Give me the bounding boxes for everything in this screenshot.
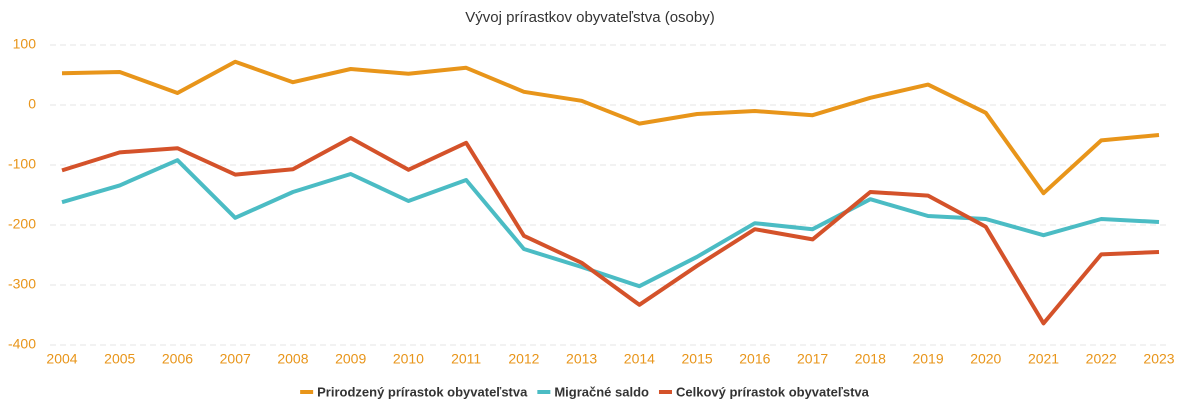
x-tick-label: 2018 [855, 351, 886, 367]
y-tick-label: 0 [28, 96, 36, 112]
x-tick-label: 2020 [970, 351, 1001, 367]
chart-title: Vývoj prírastkov obyvateľstva (osoby) [465, 9, 714, 26]
series-line [61, 59, 1160, 196]
x-tick-label: 2005 [104, 351, 135, 367]
y-tick-label: -200 [8, 216, 36, 232]
x-tick-label: 2022 [1086, 351, 1117, 367]
x-tick-label: 2009 [335, 351, 366, 367]
x-tick-label: 2013 [566, 351, 597, 367]
legend-label: Migračné saldo [554, 384, 649, 399]
legend-label: Prirodzený prírastok obyvateľstva [317, 384, 528, 399]
x-tick-label: 2007 [220, 351, 251, 367]
legend-swatch [537, 390, 551, 394]
legend: Prirodzený prírastok obyvateľstva Migračn… [300, 384, 870, 399]
legend-swatch [300, 390, 314, 394]
y-tick-label: -100 [8, 156, 36, 172]
x-tick-label: 2011 [451, 351, 481, 367]
x-tick-label: 2015 [682, 351, 713, 367]
x-tick-label: 2008 [277, 351, 308, 367]
legend-label: Celkový prírastok obyvateľstva [676, 384, 870, 399]
x-tick-label: 2017 [797, 351, 828, 367]
x-tick-label: 2004 [46, 351, 77, 367]
x-tick-label: 2016 [739, 351, 770, 367]
y-tick-label: -400 [8, 336, 36, 352]
legend-swatch [658, 390, 672, 394]
x-tick-label: 2019 [912, 351, 943, 367]
x-tick-label: 2012 [508, 351, 539, 367]
x-tick-label: 2010 [393, 351, 424, 367]
y-tick-label: 100 [13, 36, 37, 52]
x-tick-label: 2014 [624, 351, 655, 367]
series-line [61, 158, 1160, 289]
x-tick-label: 2023 [1143, 351, 1174, 367]
x-tick-label: 2021 [1028, 351, 1059, 367]
x-tick-label: 2006 [162, 351, 193, 367]
series-line [61, 136, 1160, 326]
y-tick-label: -300 [8, 276, 36, 292]
